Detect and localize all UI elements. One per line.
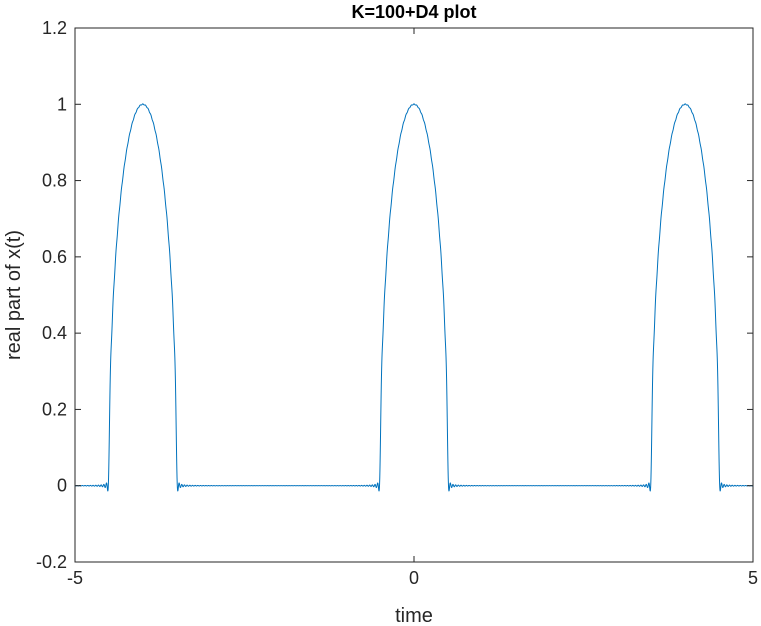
x-tick-label: 5	[748, 568, 758, 588]
x-tick-label: -5	[67, 568, 83, 588]
axes-box	[74, 27, 754, 563]
y-tick-label: -0.2	[36, 552, 67, 572]
y-tick-label: 1.2	[42, 18, 67, 38]
y-tick-label: 1	[57, 94, 67, 114]
y-axis-label: real part of x(t)	[3, 230, 25, 360]
y-tick-label: 0.6	[42, 247, 67, 267]
y-axis: -0.2 0 0.2 0.4 0.6 0.8 1 1.2	[36, 18, 753, 572]
y-tick-label: 0.4	[42, 323, 67, 343]
y-tick-label: 0.2	[42, 399, 67, 419]
y-tick-label: 0.8	[42, 171, 67, 191]
x-axis-label: time	[395, 605, 433, 626]
x-axis: -5 0 5	[67, 28, 758, 588]
chart-title: K=100+D4 plot	[351, 2, 476, 22]
x-tick-label: 0	[409, 568, 419, 588]
plot-area	[74, 27, 754, 563]
series-line	[74, 103, 754, 492]
y-tick-label: 0	[57, 476, 67, 496]
